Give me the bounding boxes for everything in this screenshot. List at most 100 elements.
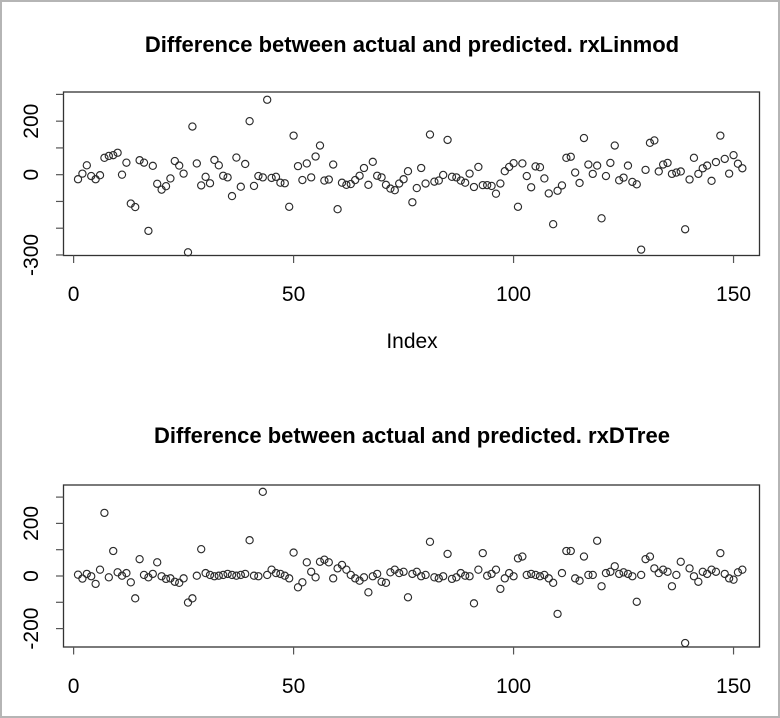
data-point [254,171,263,181]
data-point [601,568,611,578]
data-point [122,568,131,578]
data-point [672,168,681,177]
data-point [91,579,100,589]
data-point [311,152,320,161]
data-point [417,163,426,173]
data-point [280,179,289,188]
data-point [716,548,725,558]
data-point [139,158,149,167]
data-point [685,564,694,573]
data-point [82,161,91,170]
data-point [276,569,285,579]
data-point [465,572,474,581]
data-point [654,167,663,176]
data-point [592,536,602,545]
data-point [78,169,87,178]
data-point [579,552,589,561]
data-point [606,567,615,576]
data-point [373,569,382,579]
data-point [553,609,562,619]
data-point [210,155,219,165]
data-point [298,175,307,185]
data-point [289,131,298,140]
data-point [386,184,395,193]
data-point [280,571,289,580]
data-point [509,572,518,581]
data-point [214,571,223,580]
data-point [500,574,509,583]
data-point [373,171,382,180]
data-point [650,136,659,145]
data-point [311,573,320,582]
data-point [315,141,325,150]
data-point [183,598,193,607]
data-point [175,578,184,588]
data-point [474,565,483,574]
x-axis-label-index: Index [386,330,438,353]
data-point [403,167,413,176]
data-point [491,565,501,574]
data-point [271,172,281,182]
data-point [680,638,690,648]
data-point [214,161,223,170]
data-point [342,565,351,574]
data-point [117,170,127,179]
data-point [658,565,668,574]
data-point [689,153,699,163]
data-point [544,574,553,583]
data-point [197,544,206,554]
data-point [337,178,347,187]
data-point [298,578,307,587]
data-point [729,150,738,160]
data-point [245,116,254,126]
data-point [390,186,399,195]
data-point [548,578,558,588]
data-point [641,165,650,175]
data-point [478,548,487,558]
data-point [320,555,329,564]
data-point [293,161,303,171]
data-point [95,171,105,180]
data-point [584,160,593,169]
data-point [540,174,549,183]
data-point [249,571,259,580]
data-point [315,557,325,566]
plot-box [62,484,761,648]
data-point [557,181,567,190]
data-point [210,572,219,581]
data-point [588,570,597,580]
plot-box [62,91,761,257]
data-point [606,158,615,168]
data-point [236,570,245,580]
data-point [645,138,655,148]
data-point [364,180,373,190]
y-tick-label: -200 [20,608,43,650]
data-point [566,152,575,161]
data-point [680,225,690,234]
data-point [293,583,303,592]
x-tick-label: 50 [282,675,305,698]
data-point [487,181,496,191]
data-point [267,173,276,183]
data-point [575,178,584,188]
data-point [588,169,597,179]
data-point [320,176,329,185]
data-point [271,568,281,578]
data-point [614,569,624,579]
data-point [553,186,562,195]
x-tick-label: 50 [282,283,305,306]
data-point [641,554,650,564]
data-point [412,567,421,576]
data-point [619,568,628,577]
data-point [377,173,386,182]
data-point [223,173,232,182]
data-point [342,180,351,190]
x-tick-label: 150 [716,675,751,698]
data-point [685,175,694,184]
data-point [219,171,228,180]
data-point [663,158,672,168]
data-point [131,594,140,603]
data-point [254,572,263,581]
data-point [395,179,404,188]
